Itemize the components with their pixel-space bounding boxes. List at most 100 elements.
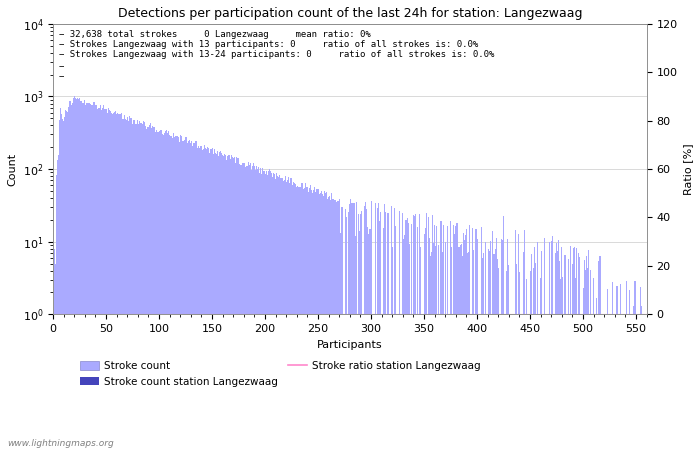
Bar xyxy=(100,105,102,450)
Bar xyxy=(255,170,256,450)
Bar xyxy=(421,314,423,450)
Bar xyxy=(430,256,431,450)
Bar xyxy=(488,249,489,450)
Bar xyxy=(451,247,452,450)
Bar xyxy=(166,130,167,450)
Bar xyxy=(538,314,539,450)
Bar xyxy=(182,141,183,450)
Bar xyxy=(206,149,207,450)
Bar xyxy=(550,314,551,450)
Bar xyxy=(434,225,435,450)
Bar xyxy=(587,269,588,450)
Bar xyxy=(541,252,542,450)
Bar xyxy=(202,150,203,450)
Bar xyxy=(252,166,253,450)
Bar xyxy=(606,314,607,450)
Bar xyxy=(386,314,388,450)
Bar xyxy=(263,171,265,450)
Bar xyxy=(522,314,523,450)
Bar xyxy=(284,180,285,450)
Bar xyxy=(306,187,307,450)
Bar xyxy=(383,228,384,450)
Bar xyxy=(66,111,67,450)
Bar xyxy=(216,154,217,450)
Bar xyxy=(428,217,429,450)
Bar xyxy=(382,314,383,450)
Bar xyxy=(117,113,118,450)
Bar xyxy=(82,103,83,450)
Bar xyxy=(60,108,61,450)
Bar xyxy=(228,155,230,450)
Bar xyxy=(458,247,460,450)
Bar xyxy=(277,176,279,450)
Bar xyxy=(244,163,246,450)
Bar xyxy=(102,108,104,450)
Bar xyxy=(576,248,578,450)
Bar xyxy=(185,137,186,450)
Bar xyxy=(289,183,290,450)
Bar xyxy=(484,314,485,450)
Bar xyxy=(640,306,642,450)
Bar xyxy=(147,127,148,450)
Bar xyxy=(608,314,609,450)
Bar xyxy=(183,141,184,450)
Bar xyxy=(482,258,483,450)
Bar xyxy=(620,284,621,450)
Bar xyxy=(586,256,587,450)
Bar xyxy=(219,152,220,450)
Bar xyxy=(450,221,451,450)
Bar xyxy=(448,314,449,450)
Bar xyxy=(465,235,466,450)
Bar xyxy=(574,247,575,450)
Bar xyxy=(517,314,518,450)
Bar xyxy=(155,131,156,450)
Bar xyxy=(401,314,402,450)
Bar xyxy=(572,264,573,450)
Bar xyxy=(85,105,86,450)
Bar xyxy=(190,143,191,450)
Bar xyxy=(615,314,617,450)
Bar xyxy=(174,137,176,450)
Bar xyxy=(407,223,409,450)
Bar xyxy=(643,314,644,450)
Bar xyxy=(121,113,122,450)
Bar xyxy=(56,175,57,450)
Bar xyxy=(549,242,550,450)
Bar xyxy=(339,199,340,450)
Bar xyxy=(429,238,430,450)
Bar xyxy=(172,138,174,450)
Bar xyxy=(539,314,540,450)
Bar xyxy=(449,314,450,450)
Bar xyxy=(240,165,241,450)
Bar xyxy=(55,264,56,450)
Bar xyxy=(98,108,99,450)
Bar xyxy=(473,249,475,450)
Bar xyxy=(580,314,582,450)
Bar xyxy=(629,290,630,450)
Bar xyxy=(625,314,626,450)
Bar xyxy=(414,216,415,450)
Text: www.lightningmaps.org: www.lightningmaps.org xyxy=(7,439,113,448)
Bar xyxy=(225,155,226,450)
Bar xyxy=(468,252,469,450)
Bar xyxy=(331,194,332,450)
Bar xyxy=(145,126,146,450)
Bar xyxy=(551,241,552,450)
Bar xyxy=(630,314,631,450)
Bar xyxy=(67,112,69,450)
Bar xyxy=(201,146,202,450)
Bar xyxy=(279,175,281,450)
Bar xyxy=(518,234,519,450)
Bar xyxy=(527,314,528,450)
Bar xyxy=(588,250,589,450)
Bar xyxy=(398,314,399,450)
Bar xyxy=(251,170,252,450)
Bar xyxy=(129,116,130,450)
Bar xyxy=(170,136,172,450)
Bar xyxy=(470,314,471,450)
Bar xyxy=(444,242,446,450)
Bar xyxy=(178,142,180,450)
Bar xyxy=(591,314,592,450)
Bar xyxy=(298,187,300,450)
Bar xyxy=(275,179,276,450)
